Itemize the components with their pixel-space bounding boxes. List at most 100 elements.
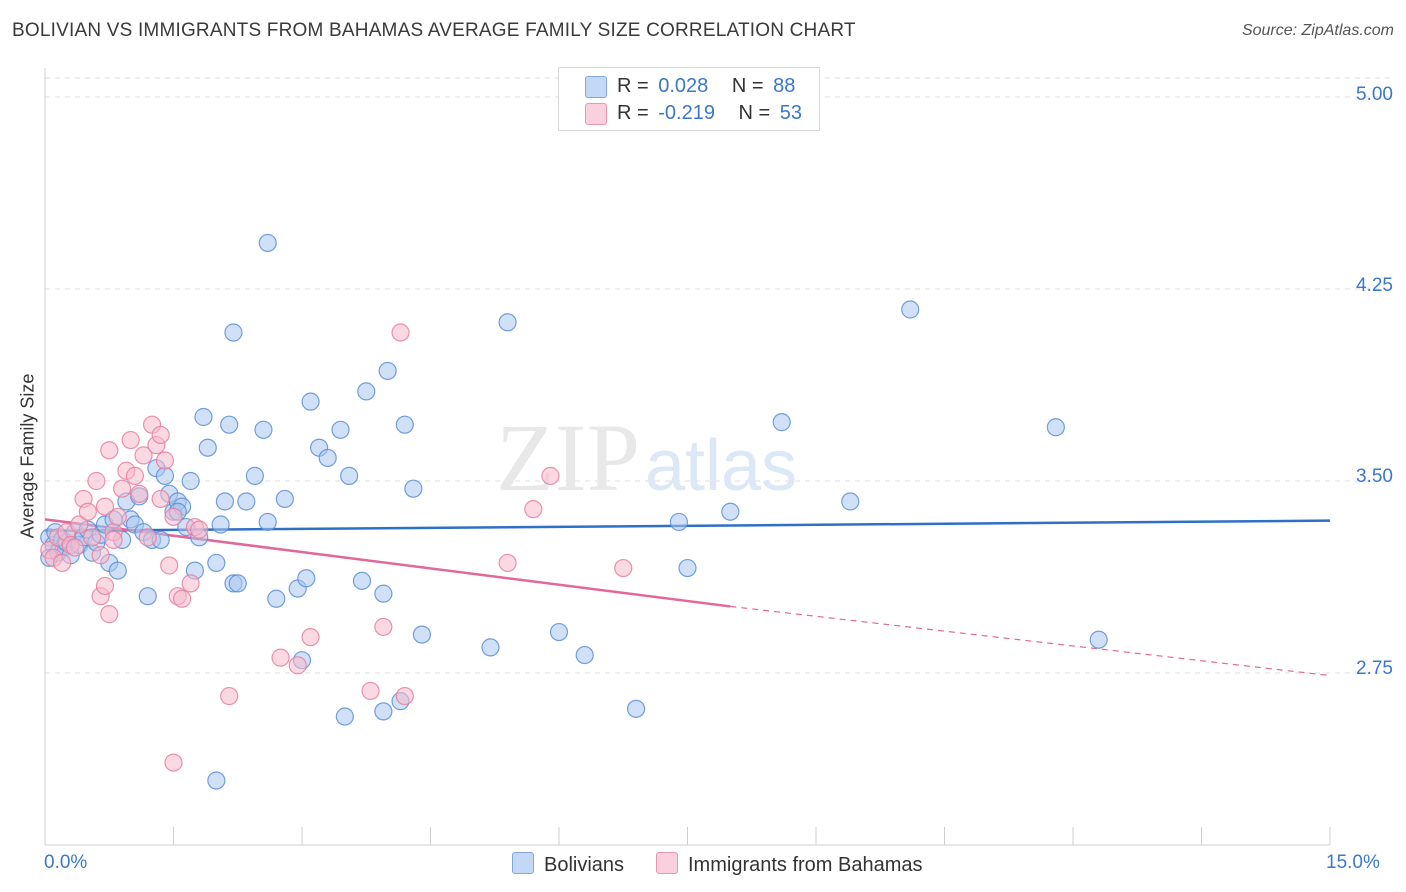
legend-swatch-blue (585, 76, 607, 98)
bahamas-point (151, 425, 170, 445)
bolivian-point (481, 638, 500, 657)
bahamas-point (160, 556, 179, 575)
bottom-legend-bolivians: Bolivians (512, 852, 624, 877)
bolivian-point (331, 420, 350, 439)
bolivian-point (108, 561, 127, 580)
bottom-legend-swatch-blue (512, 852, 534, 874)
legend-stats-pink: R = -0.219 N = 53 (617, 102, 802, 125)
bolivian-point (220, 415, 239, 434)
bahamas-point (155, 451, 175, 470)
bolivian-point (626, 699, 646, 718)
legend-r-label: R = (617, 102, 649, 124)
bolivian-point (258, 512, 277, 532)
axes (44, 68, 1331, 846)
bahamas-point (100, 605, 119, 624)
legend-n-label: N = (738, 102, 771, 124)
bolivian-point (224, 323, 243, 342)
bahamas-point (121, 430, 140, 450)
bolivian-point (357, 382, 376, 401)
bolivian-point (901, 300, 920, 319)
bahamas-trend-line-extension (730, 605, 1331, 677)
bolivian-point (352, 571, 372, 590)
bahamas-point (65, 538, 85, 557)
bahamas-point (125, 466, 145, 485)
bolivian-point (138, 587, 157, 606)
bolivian-point (1089, 630, 1108, 649)
stats-legend: R = 0.028 N = 88 R = -0.219 N = 53 (558, 67, 820, 131)
bolivian-point (318, 448, 337, 468)
bahamas-point (271, 648, 290, 667)
bahamas-point (112, 479, 132, 498)
bahamas-point (134, 446, 153, 465)
bolivian-point (155, 466, 175, 485)
bahamas-point (91, 546, 110, 565)
bahamas-point (391, 323, 410, 342)
bahamas-point (78, 502, 97, 521)
legend-r-label: R = (617, 75, 649, 97)
bahamas-point (95, 576, 115, 596)
bolivian-point (275, 489, 294, 509)
bolivian-point (198, 438, 217, 457)
bolivian-point (301, 392, 320, 411)
bolivian-point (412, 625, 432, 644)
bolivian-point (194, 407, 213, 427)
bahamas-point (190, 520, 209, 539)
bolivian-point (549, 622, 569, 642)
y-tick-label: 3.50 (1356, 466, 1393, 487)
bahamas-point (83, 528, 102, 547)
bolivian-point (678, 558, 697, 578)
bahamas-point (130, 484, 149, 503)
bahamas-point (108, 507, 127, 526)
watermark-zip: ZIP (496, 404, 640, 511)
y-tick-label: 5.00 (1356, 84, 1393, 105)
bahamas-point (87, 471, 106, 491)
bolivian-point (297, 569, 316, 588)
bolivian-point (211, 515, 230, 534)
bahamas-point (104, 530, 123, 549)
bottom-legend-swatch-pink (656, 852, 678, 874)
bahamas-point (614, 558, 633, 578)
bolivian-point (258, 233, 277, 253)
bolivian-point (1046, 418, 1065, 437)
bahamas-point (524, 500, 543, 519)
bolivian-point (237, 492, 256, 511)
bahamas-point (541, 466, 560, 485)
bottom-legend-label-bahamas: Immigrants from Bahamas (688, 854, 923, 876)
bolivian-point (395, 415, 414, 434)
x-tick-label-max: 15.0% (1326, 852, 1380, 873)
grid-lines (45, 77, 1392, 674)
chart-title: BOLIVIAN VS IMMIGRANTS FROM BAHAMAS AVER… (12, 20, 856, 41)
y-axis-label: Average Family Size (17, 373, 38, 539)
legend-n-value: 88 (773, 75, 796, 97)
bolivian-point (254, 420, 273, 439)
bahamas-point (138, 528, 157, 547)
bolivians-trend-line (44, 519, 1331, 533)
bolivian-point (404, 479, 423, 498)
bolivian-point (335, 707, 354, 726)
bolivian-point (575, 645, 594, 665)
bolivian-point (772, 413, 791, 432)
legend-stats-blue: R = 0.028 N = 88 (617, 75, 795, 98)
bottom-legend-bahamas: Immigrants from Bahamas (656, 852, 923, 877)
chart-source: Source: ZipAtlas.com (1241, 22, 1394, 39)
legend-r-value: -0.219 (658, 102, 715, 124)
bolivian-point (721, 502, 740, 521)
bolivian-point (181, 471, 200, 491)
bolivian-point (245, 466, 264, 485)
bahamas-point (301, 628, 320, 647)
bahamas-point (100, 441, 119, 460)
data-points (40, 233, 1108, 790)
bahamas-point (95, 497, 115, 516)
bolivian-point (215, 492, 234, 511)
y-tick-label: 4.25 (1356, 275, 1393, 296)
legend-r-value: 0.028 (658, 75, 709, 97)
x-tick-label-min: 0.0% (44, 852, 88, 873)
bolivian-point (669, 512, 689, 532)
bahamas-point (164, 753, 183, 772)
bolivian-point (340, 466, 359, 485)
bolivian-point (207, 771, 226, 790)
bahamas-point (361, 681, 380, 701)
bolivian-point (228, 574, 247, 593)
bahamas-point (53, 553, 72, 573)
bahamas-point (288, 656, 307, 675)
